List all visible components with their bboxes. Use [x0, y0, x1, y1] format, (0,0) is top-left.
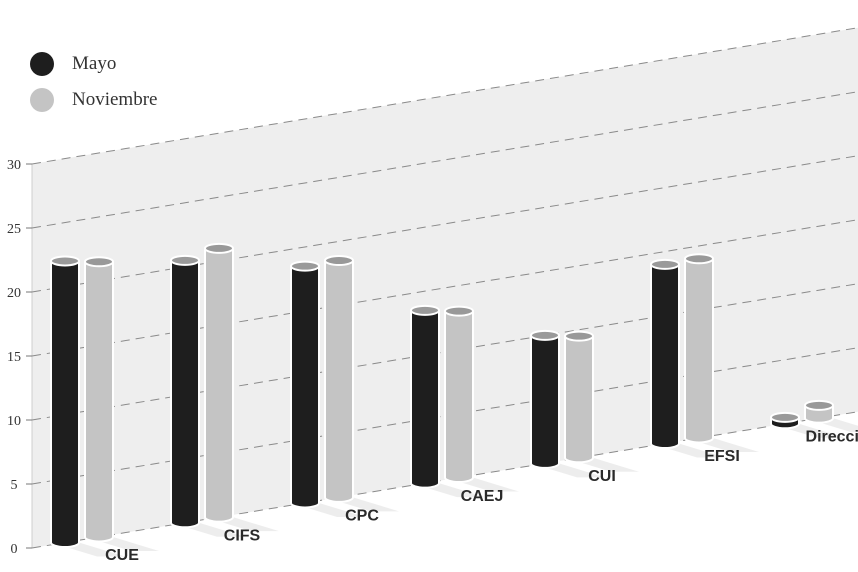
y-tick-label: 5 — [11, 478, 18, 493]
bar-mayo-5 — [650, 263, 680, 450]
gridline — [31, 283, 858, 421]
bar-noviembre-1-top — [204, 242, 234, 254]
bar-mayo-0-top — [50, 255, 80, 267]
bar-mayo-1-top — [170, 254, 200, 266]
bar-mayo-1 — [170, 259, 200, 529]
gridline — [31, 219, 858, 357]
bar-noviembre-2 — [324, 259, 354, 503]
bar-noviembre-4-top — [564, 330, 594, 342]
bar-noviembre-5 — [684, 257, 714, 444]
y-tick-label: 10 — [7, 414, 21, 429]
legend-label-noviembre: Noviembre — [72, 89, 158, 110]
gridline — [31, 91, 858, 229]
bar-noviembre-2-top — [324, 255, 354, 267]
legend-item-noviembre: Noviembre — [30, 82, 157, 118]
bar-noviembre-3 — [444, 310, 474, 484]
y-tick-label: 20 — [7, 286, 21, 301]
bar-mayo-2-top — [290, 260, 320, 272]
x-category-label: CUI — [588, 468, 616, 485]
gridline — [31, 155, 858, 293]
x-category-label: CAEJ — [461, 488, 504, 505]
x-category-label: EFSI — [704, 448, 740, 465]
bar-mayo-2 — [290, 265, 320, 509]
bar-mayo-4 — [530, 334, 560, 469]
legend-label-mayo: Mayo — [72, 53, 117, 74]
bar-noviembre-3-top — [444, 305, 474, 317]
x-category-label: Dirección — [806, 428, 858, 445]
bar-noviembre-6-top — [804, 399, 834, 411]
y-tick-label: 25 — [7, 222, 21, 237]
bar-noviembre-1 — [204, 247, 234, 523]
legend: Mayo Noviembre — [30, 46, 157, 118]
x-category-label: CPC — [345, 508, 379, 525]
bar-noviembre-0 — [84, 260, 114, 543]
gridline — [31, 27, 858, 165]
bar-noviembre-5-top — [684, 253, 714, 265]
bar-mayo-3-top — [410, 304, 440, 316]
gridline — [31, 347, 858, 485]
y-tick-label: 30 — [7, 158, 21, 173]
legend-swatch-noviembre — [30, 88, 54, 112]
bar-mayo-6-top — [770, 411, 800, 423]
bar-mayo-5-top — [650, 258, 680, 270]
legend-item-mayo: Mayo — [30, 46, 157, 82]
bar-mayo-4-top — [530, 329, 560, 341]
legend-swatch-mayo — [30, 52, 54, 76]
y-tick-label: 0 — [11, 542, 18, 557]
y-tick-label: 15 — [7, 350, 21, 365]
bar-noviembre-0-top — [84, 256, 114, 268]
x-category-label: CIFS — [224, 527, 261, 544]
bar-mayo-3 — [410, 309, 440, 489]
x-category-label: CUE — [105, 547, 139, 564]
gridline — [31, 411, 858, 549]
bar-noviembre-4 — [564, 335, 594, 464]
bar-mayo-0 — [50, 259, 80, 549]
